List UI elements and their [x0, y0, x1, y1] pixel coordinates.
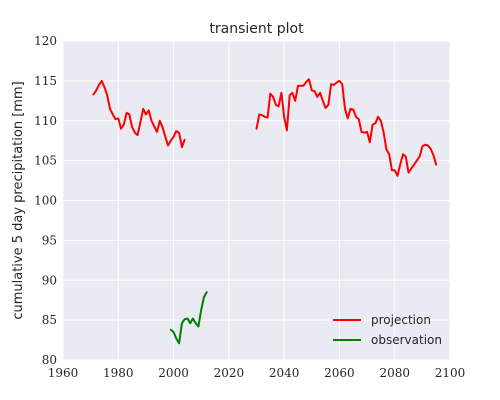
- legend: projection observation: [333, 313, 442, 347]
- x-tick-label: 1960: [48, 366, 79, 380]
- chart-title: transient plot: [209, 21, 304, 37]
- grid: [62, 40, 451, 361]
- y-tick-label: 100: [34, 194, 57, 208]
- tick-labels: 1960 1980 2000 2020 2040 2060 2080 2100 80 85 90 95…: [34, 34, 465, 380]
- y-tick-label: 110: [34, 114, 57, 128]
- y-tick-label: 115: [34, 74, 57, 88]
- y-tick-label: 105: [34, 154, 57, 168]
- x-tick-label: 2020: [214, 366, 245, 380]
- x-tick-label: 2000: [158, 366, 189, 380]
- series-line-observation: [169, 291, 208, 345]
- legend-label-observation: observation: [371, 333, 442, 347]
- x-tick-label: 2040: [269, 366, 300, 380]
- y-tick-label: 85: [42, 313, 57, 327]
- y-tick-label: 120: [34, 34, 57, 48]
- y-tick-label: 80: [42, 353, 57, 367]
- x-tick-label: 2080: [379, 366, 410, 380]
- x-tick-label: 1980: [103, 366, 134, 380]
- y-axis-label: cumulative 5 day precipitation [mm]: [11, 81, 26, 319]
- series-lines: [92, 78, 438, 345]
- y-tick-label: 90: [42, 273, 57, 287]
- series-line-projection: [92, 79, 186, 149]
- series-line-projection: [255, 78, 438, 177]
- x-tick-label: 2060: [324, 366, 355, 380]
- legend-label-projection: projection: [371, 313, 431, 327]
- x-tick-label: 2100: [435, 366, 466, 380]
- y-tick-label: 95: [42, 233, 57, 247]
